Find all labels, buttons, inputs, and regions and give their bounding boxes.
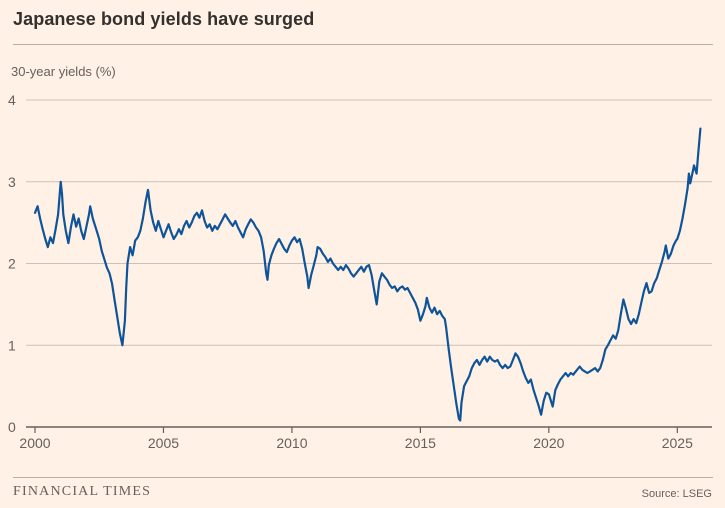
x-tick-label: 2025 <box>662 435 693 451</box>
chart-title: Japanese bond yields have surged <box>13 9 315 29</box>
y-axis-title: 30-year yields (%) <box>11 64 116 79</box>
x-tick-label: 2000 <box>19 435 50 451</box>
y-tick-label: 4 <box>8 92 16 108</box>
yield-line-chart: 0 1 2 3 4 2000 2005 2010 2015 2020 2025 <box>8 92 712 451</box>
y-tick-label: 0 <box>8 419 16 435</box>
footer-divider <box>13 477 713 478</box>
x-tick-label: 2005 <box>148 435 179 451</box>
x-tick-label: 2015 <box>405 435 436 451</box>
y-tick-label: 3 <box>8 174 16 190</box>
plot-area: 0 1 2 3 4 2000 2005 2010 2015 2020 2025 <box>0 88 725 468</box>
source-label: Source: LSEG <box>641 488 712 500</box>
x-tick-label: 2020 <box>533 435 564 451</box>
yield-line-series <box>33 127 702 422</box>
y-tick-label: 2 <box>8 256 16 272</box>
x-tick-label: 2010 <box>276 435 307 451</box>
y-tick-label: 1 <box>8 337 16 353</box>
ft-brand-logo: FINANCIAL TIMES <box>13 484 152 499</box>
title-divider <box>13 44 713 45</box>
